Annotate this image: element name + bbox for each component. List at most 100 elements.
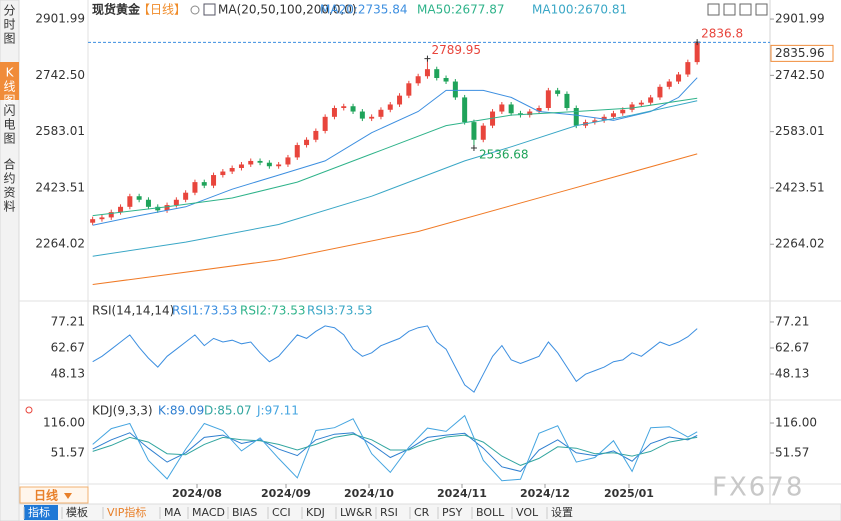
x-tick-label: 2025/01 (604, 487, 654, 500)
indicator-line (92, 414, 698, 482)
sidebar-active (0, 62, 19, 100)
candle-body (648, 97, 654, 103)
legend-entry: RSI3:73.53 (307, 304, 373, 318)
candle-body (694, 42, 700, 63)
sidebar-tab[interactable]: 资 (3, 186, 15, 200)
extreme-marker (470, 144, 477, 151)
candle-body (685, 62, 691, 75)
candle-body (118, 206, 124, 213)
candle-body (313, 130, 319, 140)
candle-body (90, 219, 96, 223)
y-tick-label-left: 62.67 (51, 340, 85, 354)
toolbar-item[interactable]: MA (164, 506, 181, 519)
candle-body (341, 106, 347, 108)
candle-body (173, 199, 179, 206)
toolbar-item[interactable]: 设置 (551, 506, 573, 519)
candle-body (508, 104, 514, 114)
ma-line (92, 77, 698, 226)
sun-icon[interactable] (25, 406, 33, 414)
legend-entry: MA100:2670.81 (532, 3, 627, 17)
toolbar-item[interactable]: BIAS (232, 506, 257, 519)
sidebar-tab[interactable]: 合 (3, 157, 15, 172)
y-tick-label-left: 2583.01 (35, 124, 85, 138)
kdj-title: KDJ(9,3,3) (92, 404, 153, 418)
y-tick-label-left: 2742.50 (35, 68, 85, 82)
toolbar-item[interactable]: BOLL (476, 506, 505, 519)
y-tick-label-right: 2423.51 (775, 180, 825, 194)
candle-body (378, 109, 384, 117)
y-tick-label-right: 2742.50 (775, 68, 825, 82)
y-tick-label-right: 2583.01 (775, 124, 825, 138)
candle-body (155, 206, 161, 211)
toolbar-item[interactable]: 模板 (66, 505, 88, 519)
y-tick-label-right: 48.13 (775, 366, 809, 380)
y-tick-label-left: 77.21 (51, 314, 85, 328)
sidebar-tab[interactable]: 图 (3, 32, 15, 46)
sidebar-tab[interactable]: K (6, 66, 15, 80)
period-label: 【日线】 (138, 3, 186, 17)
chart-title: 现货黄金 (92, 2, 141, 17)
y-tick-label-left: 48.13 (51, 366, 85, 380)
indicator-line (92, 433, 698, 466)
high-annotation: 2836.8 (701, 27, 743, 41)
toolbar-item[interactable]: VOL (516, 506, 539, 519)
candle-body (564, 93, 570, 108)
sidebar-tab[interactable]: 图 (3, 94, 15, 108)
y-tick-label-right: 51.57 (775, 446, 809, 460)
toolbar-item[interactable]: RSI (380, 506, 398, 519)
candle-body (211, 175, 217, 186)
sidebar-tab[interactable]: 分 (3, 4, 15, 18)
y-tick-label-right: 62.67 (775, 340, 809, 354)
sidebar-tab[interactable]: 图 (3, 132, 15, 146)
y-tick-label-right: 116.00 (775, 416, 817, 430)
candle-body (304, 139, 310, 146)
sidebar-tab[interactable]: 线 (3, 80, 15, 94)
sidebar-tab[interactable]: 闪 (3, 104, 15, 118)
sidebar-tab[interactable]: 料 (3, 200, 15, 214)
x-tick-label: 2024/10 (344, 487, 394, 500)
toolbar-item[interactable]: VIP指标 (107, 505, 146, 519)
ma-line (92, 100, 698, 257)
candle-body (108, 212, 114, 218)
candle-body (359, 111, 365, 119)
sidebar-tab[interactable]: 时 (3, 18, 15, 32)
candle-body (462, 97, 468, 123)
candle-body (127, 196, 133, 207)
toolbar-item[interactable]: LW&R (340, 506, 373, 519)
candle-body (201, 182, 207, 186)
y-tick-label-left: 2901.99 (35, 12, 85, 26)
candle-body (657, 86, 663, 98)
candle-body (424, 69, 430, 77)
candle-body (285, 157, 291, 165)
toolbar-item[interactable]: CCI (272, 506, 291, 519)
candle-body (573, 108, 579, 126)
sidebar-tab[interactable]: 约 (3, 171, 15, 186)
y-tick-label-right: 77.21 (775, 314, 809, 328)
candle-body (136, 196, 142, 200)
period-tab[interactable]: 日线 (34, 488, 58, 503)
indicator-line (92, 325, 698, 393)
candle-body (415, 76, 421, 84)
indicator-label: MA(20,50,100,200,0,0) (218, 3, 357, 17)
toolbar-item[interactable]: CR (414, 506, 430, 519)
toolbar-item[interactable]: PSY (442, 506, 463, 519)
candle-body (257, 160, 263, 163)
sidebar (0, 0, 20, 521)
low-annotation: 2536.68 (479, 147, 529, 161)
toolbar-item[interactable]: MACD (192, 506, 225, 519)
sidebar-tab[interactable]: 电 (3, 118, 15, 132)
ma-line (92, 97, 698, 217)
toolbar-item[interactable]: KDJ (306, 506, 325, 519)
settings-icon[interactable] (190, 5, 200, 15)
candle-body (350, 106, 356, 112)
legend-entry: D:85.07 (204, 404, 252, 418)
toolbar-item[interactable]: 指标 (28, 505, 50, 519)
x-tick-label: 2024/08 (172, 487, 222, 500)
candle-body (145, 199, 151, 207)
candle-body (220, 171, 226, 176)
high-annotation: 2789.95 (431, 43, 481, 57)
candle-body (545, 90, 551, 108)
candle-body (192, 182, 198, 193)
watermark: FX678 (712, 473, 804, 503)
